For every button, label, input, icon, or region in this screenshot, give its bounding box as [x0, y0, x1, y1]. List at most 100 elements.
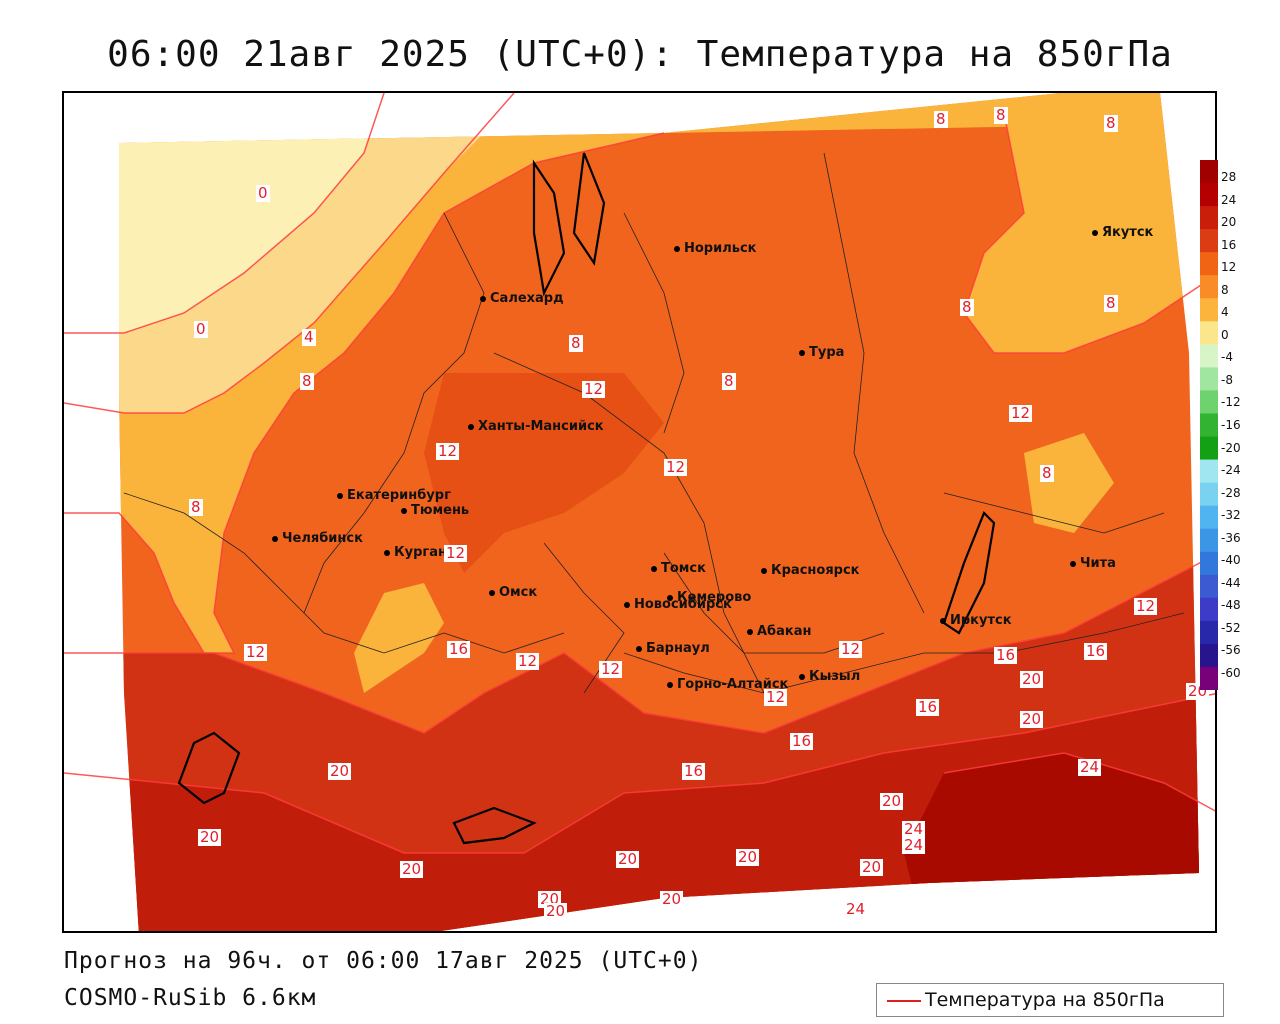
colorbar-swatch — [1200, 574, 1218, 599]
city-marker: Барнаул — [636, 641, 710, 656]
isotherm-label: 12 — [244, 643, 268, 661]
isotherm-label: 20 — [400, 860, 424, 878]
model-name: COSMO-RuSib 6.6км — [64, 985, 317, 1011]
colorbar-swatch — [1200, 528, 1218, 553]
temperature-map: Норильск Якутск Салехард Тура Ханты-Мансийск… — [62, 91, 1217, 933]
city-dot-icon — [667, 594, 673, 601]
colorbar-tick-label: -48 — [1221, 598, 1241, 613]
city-name: Челябинск — [282, 531, 363, 546]
city-marker: Якутск — [1092, 225, 1153, 240]
isotherm-label: 20 — [1020, 670, 1044, 688]
isotherm-label: 24 — [902, 836, 926, 854]
colorbar-swatch — [1200, 160, 1218, 184]
city-name: Ханты-Мансийск — [478, 419, 604, 434]
colorbar-swatch — [1200, 620, 1218, 645]
colorbar-swatch — [1200, 252, 1218, 276]
colorbar-swatch — [1200, 551, 1218, 576]
isotherm-label: 0 — [194, 320, 208, 338]
city-marker: Кызыл — [799, 669, 860, 684]
isotherm-label: 16 — [1084, 642, 1108, 660]
colorbar-tick-label: 28 — [1221, 170, 1237, 184]
colorbar-swatch — [1200, 298, 1218, 322]
colorbar-swatch — [1200, 413, 1218, 438]
colorbar-tick-label: -44 — [1221, 575, 1241, 590]
colorbar-tick-label: 8 — [1221, 282, 1229, 297]
colorbar-swatch — [1200, 206, 1218, 230]
city-dot-icon — [636, 645, 642, 652]
colorbar-swatch — [1200, 459, 1218, 484]
city-name: Иркутск — [950, 613, 1012, 628]
isotherm-label: 12 — [839, 640, 863, 658]
city-name: Кемерово — [677, 590, 752, 605]
colorbar-tick-label: 20 — [1221, 215, 1237, 230]
city-dot-icon — [489, 589, 495, 596]
city-name: Красноярск — [771, 563, 860, 578]
isotherm-label: 12 — [436, 442, 460, 460]
isotherm-label: 8 — [189, 498, 203, 516]
coastlines — [177, 152, 996, 845]
forecast-info: Прогноз на 96ч. от 06:00 17авг 2025 (UTC… — [64, 948, 703, 974]
colorbar-swatch — [1200, 275, 1218, 299]
colorbar-swatch — [1200, 229, 1218, 253]
isotherm-label: 8 — [722, 372, 736, 390]
city-dot-icon — [761, 567, 767, 574]
city-name: Томск — [661, 561, 706, 576]
isotherm-label: 8 — [300, 372, 314, 390]
colorbar-tick-label: -60 — [1221, 666, 1241, 680]
city-dot-icon — [747, 628, 753, 635]
isotherm-label: 12 — [764, 688, 788, 706]
city-name: Норильск — [684, 241, 757, 256]
isotherm-label: 16 — [790, 732, 814, 750]
isotherm-label: 20 — [616, 850, 640, 868]
city-dot-icon — [468, 423, 474, 430]
isotherm-label: 20 — [544, 902, 568, 920]
temp-zone-yakutia — [964, 93, 1199, 353]
city-marker: Норильск — [674, 241, 757, 256]
temperature-colorbar — [1200, 160, 1218, 690]
colorbar-tick-label: -12 — [1221, 395, 1241, 410]
colorbar-tick-label: 16 — [1221, 237, 1237, 252]
city-marker: Кемерово — [667, 590, 751, 605]
legend-label: Температура на 850гПа — [925, 989, 1165, 1011]
isotherm-label: 8 — [994, 106, 1008, 124]
city-name: Новосибирск — [634, 597, 732, 612]
city-name: Екатеринбург — [347, 488, 451, 503]
colorbar-swatch — [1200, 390, 1218, 414]
city-dot-icon — [1092, 229, 1098, 236]
isotherm-label: 12 — [1134, 597, 1158, 615]
city-dot-icon — [799, 673, 805, 680]
city-marker: Салехард — [480, 291, 564, 306]
city-name: Салехард — [490, 291, 564, 306]
city-dot-icon — [624, 601, 630, 608]
isotherm-label: 20 — [736, 848, 760, 866]
isotherm-label: 0 — [256, 184, 270, 202]
city-dot-icon — [272, 535, 278, 542]
temp-zone-12-warm — [424, 373, 664, 573]
colorbar-tick-label: -32 — [1221, 508, 1241, 523]
colorbar-swatch — [1200, 666, 1218, 690]
colorbar-swatch — [1200, 505, 1218, 530]
isotherm-label: 8 — [1040, 464, 1054, 482]
isotherm-label: 24 — [902, 820, 926, 838]
colorbar-tick-label: -8 — [1221, 372, 1233, 387]
temp-zone-kazakh — [354, 583, 444, 693]
isotherm-label: 16 — [447, 640, 471, 658]
isotherm-label: 8 — [1104, 294, 1118, 312]
legend-line-swatch — [887, 1000, 921, 1002]
colorbar-swatch — [1200, 482, 1218, 507]
colorbar-swatch — [1200, 183, 1218, 207]
city-name: Кызыл — [809, 669, 861, 684]
city-marker: Красноярск — [761, 563, 860, 578]
temp-zone-baikal — [1024, 433, 1114, 533]
isotherm-label: 24 — [1078, 758, 1102, 776]
isotherm-label: 12 — [664, 458, 688, 476]
city-dot-icon — [799, 349, 805, 356]
city-dot-icon — [667, 681, 673, 688]
city-dot-icon — [674, 245, 680, 252]
colorbar-tick-label: 24 — [1221, 192, 1237, 207]
colorbar-swatch — [1200, 597, 1218, 622]
map-canvas — [64, 93, 1215, 931]
isotherm-label: 20 — [328, 762, 352, 780]
isotherm-label: 24 — [844, 900, 868, 918]
city-dot-icon — [651, 565, 657, 572]
